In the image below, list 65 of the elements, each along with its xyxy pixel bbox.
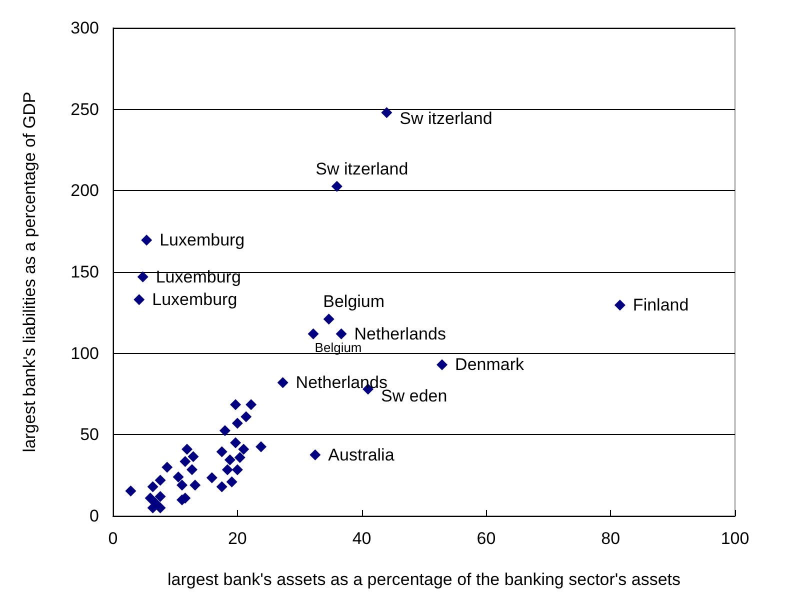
point [141,234,152,246]
point [238,444,250,455]
point [162,462,173,473]
x-tick-label: 80 [601,529,620,548]
x-tick-label: 60 [476,529,496,548]
point [308,328,319,340]
point [180,456,191,468]
point [144,492,156,504]
annotation: Luxemburg [156,267,241,286]
point [226,476,238,488]
point [232,464,243,476]
point [154,490,166,502]
y-tick-label: 300 [70,18,99,38]
point [216,446,228,458]
point [134,294,145,306]
annotation: Denmark [455,355,524,374]
point [188,451,199,462]
annotation: Luxemburg [160,230,245,250]
annotation: Belgium [323,292,385,312]
point [219,425,230,436]
point [216,481,228,492]
point [230,399,242,410]
y-tick-label: 50 [80,425,99,444]
point [240,411,252,422]
point [234,452,246,463]
point [172,471,184,482]
point [310,449,321,460]
point [186,464,198,476]
point [230,437,242,448]
annotation: Sw itzerland [316,159,408,178]
point [256,441,267,452]
annotation: Sw itzerland [400,109,492,128]
point [147,481,158,492]
point [436,359,448,370]
annotation: Luxemburg [152,290,238,310]
point [206,472,218,484]
point [323,314,334,325]
point [222,464,233,476]
point [154,474,166,486]
point [232,418,243,429]
point [125,485,136,496]
y-tick-label: 0 [90,506,99,526]
x-tick-label: 40 [352,529,372,548]
point [614,300,626,311]
x-tick-label: 0 [108,529,118,548]
point [182,444,193,455]
y-tick-label: 100 [70,344,99,363]
point [224,454,236,466]
point [381,107,392,118]
y-tick-label: 150 [70,262,99,282]
y-axis-title: largest bank's liabilities as a percentage of GDP [20,92,39,452]
point [190,480,201,491]
y-tick-label: 200 [70,181,99,200]
point [176,480,188,491]
annotation: Australia [328,445,395,464]
point [277,377,288,388]
point [331,180,342,192]
point [137,271,148,282]
point [246,399,257,410]
point [336,328,347,340]
x-axis-title: largest bank's assets as a percentage of the banking sector's assets [167,570,681,589]
x-tick-label: 100 [720,529,750,548]
y-tick-label: 250 [70,100,99,119]
annotation: Finland [632,296,689,315]
x-tick-label: 20 [228,529,247,548]
